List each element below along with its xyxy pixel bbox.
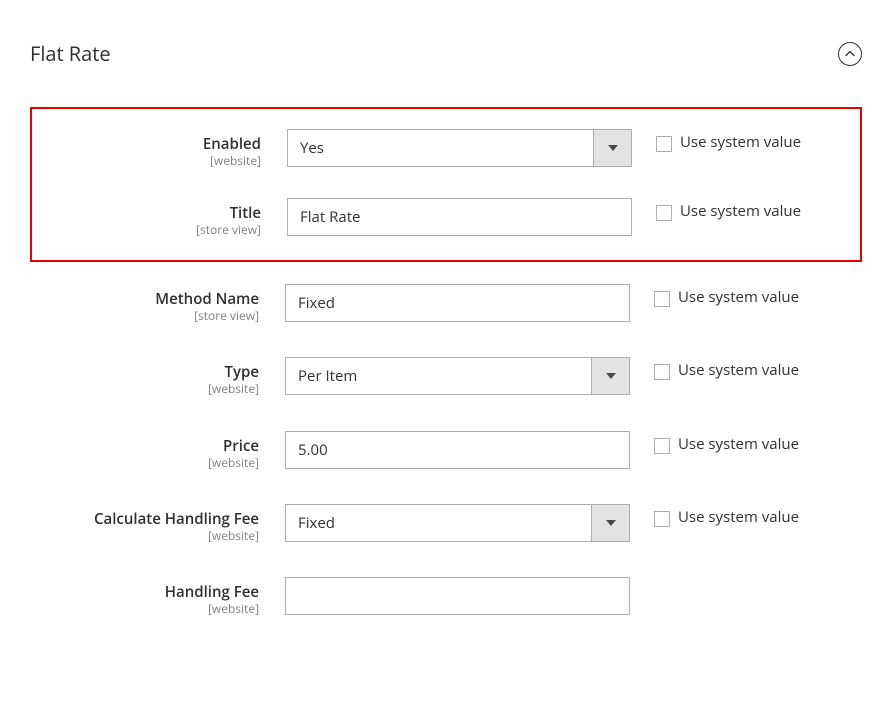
fields-container: Enabled [website] Yes Use bbox=[30, 107, 862, 617]
field-scope: [store view] bbox=[42, 223, 261, 237]
field-label-col: Calculate Handling Fee [website] bbox=[30, 504, 285, 543]
handling-fee-input[interactable] bbox=[285, 577, 630, 615]
field-label: Price bbox=[30, 437, 259, 455]
field-control: Per Item bbox=[285, 357, 630, 395]
field-control: Yes bbox=[287, 129, 632, 167]
field-label: Enabled bbox=[42, 135, 261, 153]
field-label-col: Enabled [website] bbox=[42, 129, 287, 168]
use-system-label: Use system value bbox=[678, 288, 799, 308]
use-system-checkbox[interactable] bbox=[656, 136, 672, 152]
field-label: Title bbox=[42, 204, 261, 222]
caret-down-icon bbox=[606, 373, 616, 379]
field-control bbox=[285, 431, 630, 469]
select-value: Fixed bbox=[286, 505, 591, 541]
use-system-col: Use system value bbox=[630, 284, 799, 308]
field-row-price: Price [website] Use system value bbox=[30, 431, 862, 470]
enabled-select[interactable]: Yes bbox=[287, 129, 632, 167]
select-value: Yes bbox=[288, 130, 593, 166]
field-scope: [website] bbox=[30, 456, 259, 470]
field-scope: [website] bbox=[30, 529, 259, 543]
field-scope: [website] bbox=[42, 154, 261, 168]
field-row-method: Method Name [store view] Use system valu… bbox=[30, 284, 862, 323]
use-system-label: Use system value bbox=[678, 508, 799, 528]
field-scope: [website] bbox=[30, 602, 259, 616]
field-control: Fixed bbox=[285, 504, 630, 542]
field-scope: [store view] bbox=[30, 309, 259, 323]
select-caret[interactable] bbox=[591, 505, 629, 541]
price-input[interactable] bbox=[285, 431, 630, 469]
use-system-checkbox[interactable] bbox=[654, 511, 670, 527]
select-caret[interactable] bbox=[591, 358, 629, 394]
select-caret[interactable] bbox=[593, 130, 631, 166]
field-label-col: Title [store view] bbox=[42, 198, 287, 237]
type-select[interactable]: Per Item bbox=[285, 357, 630, 395]
field-control bbox=[287, 198, 632, 236]
use-system-col: Use system value bbox=[632, 129, 801, 153]
use-system-checkbox[interactable] bbox=[654, 291, 670, 307]
use-system-col: Use system value bbox=[630, 431, 799, 455]
field-row-enabled: Enabled [website] Yes Use bbox=[42, 129, 850, 168]
calc-fee-select[interactable]: Fixed bbox=[285, 504, 630, 542]
caret-down-icon bbox=[608, 145, 618, 151]
use-system-checkbox[interactable] bbox=[656, 205, 672, 221]
field-label: Method Name bbox=[30, 290, 259, 308]
use-system-col: Use system value bbox=[630, 504, 799, 528]
field-row-type: Type [website] Per Item Use system value bbox=[30, 357, 862, 396]
field-control bbox=[285, 577, 630, 615]
section-title: Flat Rate bbox=[30, 40, 111, 67]
field-label: Calculate Handling Fee bbox=[30, 510, 259, 528]
field-row-hand-fee: Handling Fee [website] bbox=[30, 577, 862, 616]
field-label: Type bbox=[30, 363, 259, 381]
field-row-calc-fee: Calculate Handling Fee [website] Fixed U… bbox=[30, 504, 862, 543]
field-label-col: Handling Fee [website] bbox=[30, 577, 285, 616]
field-label-col: Price [website] bbox=[30, 431, 285, 470]
title-input[interactable] bbox=[287, 198, 632, 236]
select-value: Per Item bbox=[286, 358, 591, 394]
section-header: Flat Rate bbox=[30, 40, 862, 67]
field-row-title: Title [store view] Use system value bbox=[42, 198, 850, 237]
use-system-label: Use system value bbox=[680, 133, 801, 153]
chevron-up-icon bbox=[845, 50, 855, 57]
field-label-col: Method Name [store view] bbox=[30, 284, 285, 323]
use-system-label: Use system value bbox=[678, 435, 799, 455]
method-input[interactable] bbox=[285, 284, 630, 322]
use-system-label: Use system value bbox=[680, 202, 801, 222]
field-scope: [website] bbox=[30, 382, 259, 396]
collapse-toggle[interactable] bbox=[838, 42, 862, 66]
use-system-checkbox[interactable] bbox=[654, 438, 670, 454]
highlight-box: Enabled [website] Yes Use bbox=[30, 107, 862, 262]
use-system-col: Use system value bbox=[632, 198, 801, 222]
use-system-col: Use system value bbox=[630, 357, 799, 381]
use-system-checkbox[interactable] bbox=[654, 364, 670, 380]
field-control bbox=[285, 284, 630, 322]
field-label: Handling Fee bbox=[30, 583, 259, 601]
field-label-col: Type [website] bbox=[30, 357, 285, 396]
caret-down-icon bbox=[606, 520, 616, 526]
use-system-label: Use system value bbox=[678, 361, 799, 381]
